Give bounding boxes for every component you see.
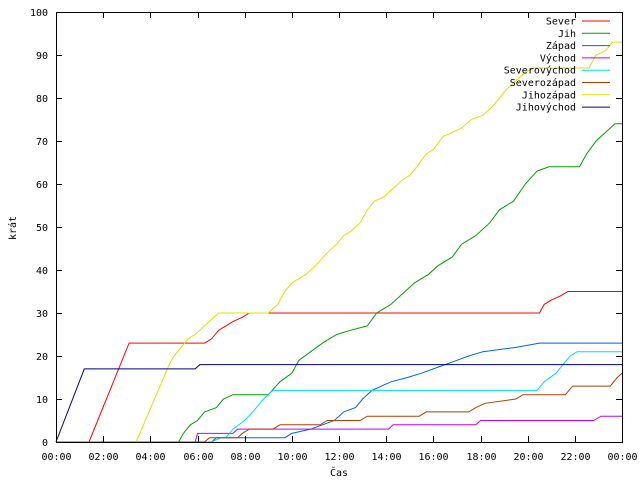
series-line-severozapad: [56, 372, 623, 443]
y-tick-label: 20: [36, 352, 48, 363]
y-tick-label: 90: [36, 51, 48, 62]
plot-lines: [55, 41, 623, 443]
plot-frame: [56, 12, 623, 443]
x-tick-label: 04:00: [135, 452, 165, 463]
legend-label-vychod: Východ: [540, 52, 576, 64]
y-tick-label: 70: [36, 137, 48, 148]
x-tick-label: 16:00: [418, 452, 448, 463]
x-tick-label: 18:00: [466, 452, 496, 463]
x-tick-label: 10:00: [277, 452, 307, 463]
y-tick-label: 10: [36, 395, 48, 406]
series-line-zapad: [56, 342, 622, 443]
series-line-vychod: [56, 415, 622, 443]
legend-label-sever: Sever: [546, 17, 576, 28]
x-tick-label: 20:00: [513, 452, 543, 463]
x-tick-label: 08:00: [230, 452, 260, 463]
y-tick-label: 80: [36, 94, 48, 105]
y-tick-label: 100: [30, 8, 48, 19]
series-line-jihovychod: [55, 364, 622, 443]
y-tick-label: 50: [36, 223, 48, 234]
x-tick-label: 14:00: [371, 452, 401, 463]
x-tick-label: 02:00: [88, 452, 118, 463]
series-line-jih: [56, 123, 622, 443]
x-tick-label: 12:00: [324, 452, 354, 463]
series-line-jihozapad: [135, 41, 622, 443]
series-line-sever: [88, 291, 622, 443]
y-tick-label: 40: [36, 266, 48, 277]
x-axis-label: Čas: [330, 466, 348, 479]
x-tick-label: 22:00: [560, 452, 590, 463]
x-tick-label: 00:00: [607, 452, 637, 463]
legend-label-zapad: Západ: [546, 40, 576, 52]
legend-label-jihovychod: Jihovýchod: [516, 102, 576, 114]
x-tick-label: 00:00: [41, 452, 71, 463]
legend: SeverJihZápadVýchodSeverovýchodSeverozáp…: [504, 17, 610, 114]
y-tick-label: 30: [36, 309, 48, 320]
legend-label-jihozapad: Jihozápad: [522, 89, 576, 101]
y-tick-label: 0: [42, 438, 48, 449]
axis-ticks: 0 10 20 30 40 50 60 70 80 90 100 00:00 02:00 04:00 06:…: [30, 8, 638, 463]
legend-label-severovychod: Severovýchod: [504, 65, 576, 77]
legend-label-jih: Jih: [558, 29, 576, 40]
series-line-severovychod: [56, 351, 622, 443]
x-tick-label: 06:00: [183, 452, 213, 463]
legend-label-severozapad: Severozápad: [510, 77, 576, 89]
y-axis-label: krát: [7, 216, 19, 240]
y-tick-label: 60: [36, 180, 48, 191]
